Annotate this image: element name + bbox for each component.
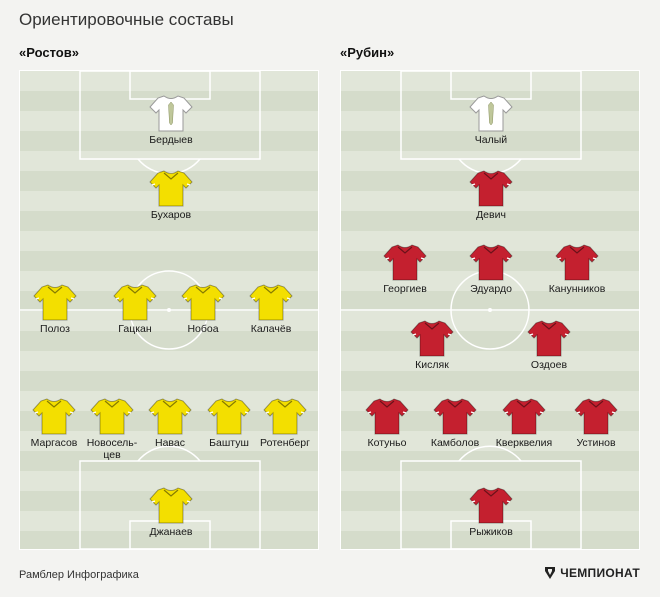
player-shirt-icon — [125, 396, 215, 436]
player-name: Кверквелия — [495, 437, 553, 449]
player: Устинов — [551, 396, 641, 449]
player: Оздоев — [504, 318, 594, 371]
player: Бухаров — [126, 168, 216, 221]
player-shirt-icon — [126, 168, 216, 208]
player-shirt-icon — [67, 396, 157, 436]
pitch-rubin: Чалый Девич Георгиев Эдуардо Канунников Кисля… — [340, 70, 640, 550]
player-shirt-icon — [504, 318, 594, 358]
player-name: Канунников — [548, 283, 606, 295]
player-name: Бердыев — [149, 134, 193, 146]
player-name: Бухаров — [150, 209, 192, 221]
player: Ротенберг — [240, 396, 330, 449]
player-name-continued: цев — [103, 449, 121, 461]
player-shirt-icon — [551, 396, 641, 436]
player-name: Девич — [476, 209, 506, 221]
player-shirt-icon — [9, 396, 99, 436]
player-name: Маргасов — [30, 437, 78, 449]
player: Маргасов — [9, 396, 99, 449]
player: Навас — [125, 396, 215, 449]
player: Полоз — [10, 282, 100, 335]
player-name: Кисляк — [415, 359, 449, 371]
player-shirt-icon — [446, 485, 536, 525]
player-name: Ротенберг — [260, 437, 310, 449]
player-name: Баштуш — [209, 437, 249, 449]
footer-credit: Рамблер Инфографика — [19, 569, 139, 581]
player: Девич — [446, 168, 536, 221]
player-name: Оздоев — [530, 359, 568, 371]
player: Котуньо — [342, 396, 432, 449]
player-shirt-icon — [226, 282, 316, 322]
brand-mark-icon — [545, 567, 556, 579]
player-name: Котуньо — [367, 437, 407, 449]
player-name: Гацкан — [118, 323, 152, 335]
player-shirt-icon — [532, 242, 622, 282]
pitch-rostov: Бердыев Бухаров Полоз Гацкан Нобоа Калачёв Мар… — [19, 70, 319, 550]
brand-name: ЧЕМПИОНАТ — [560, 566, 640, 580]
player-name: Нобоа — [187, 323, 219, 335]
player: Канунников — [532, 242, 622, 295]
player: Кверквелия — [479, 396, 569, 449]
player-shirt-icon — [240, 396, 330, 436]
player: Кисляк — [387, 318, 477, 371]
player-shirt-icon — [446, 168, 536, 208]
player: Новосель-цев — [67, 396, 157, 461]
player: Чалый — [446, 93, 536, 146]
player-shirt-icon — [342, 396, 432, 436]
player: Калачёв — [226, 282, 316, 335]
player-shirt-icon — [158, 282, 248, 322]
player-name: Камболов — [430, 437, 480, 449]
player-name: Чалый — [474, 134, 508, 146]
goalkeeper-shirt-icon — [126, 93, 216, 133]
player-name: Устинов — [576, 437, 616, 449]
player: Гацкан — [90, 282, 180, 335]
player: Камболов — [410, 396, 500, 449]
player-shirt-icon — [90, 282, 180, 322]
player-shirt-icon — [360, 242, 450, 282]
player: Джанаев — [126, 485, 216, 538]
player-shirt-icon — [126, 485, 216, 525]
player-shirt-icon — [10, 282, 100, 322]
player-shirt-icon — [184, 396, 274, 436]
player-name: Новосель- — [86, 437, 138, 449]
player: Эдуардо — [446, 242, 536, 295]
brand-logo: ЧЕМПИОНАТ — [544, 566, 640, 580]
player-shirt-icon — [410, 396, 500, 436]
player: Нобоа — [158, 282, 248, 335]
player: Бердыев — [126, 93, 216, 146]
page-title: Ориентировочные составы — [19, 10, 234, 29]
player-name: Навас — [155, 437, 185, 449]
player: Георгиев — [360, 242, 450, 295]
player-shirt-icon — [446, 242, 536, 282]
goalkeeper-shirt-icon — [446, 93, 536, 133]
player-name: Джанаев — [149, 526, 193, 538]
player-shirt-icon — [387, 318, 477, 358]
team-name-rubin: «Рубин» — [340, 45, 395, 60]
team-name-rostov: «Ростов» — [19, 45, 79, 60]
player-name: Георгиев — [383, 283, 427, 295]
player-shirt-icon — [479, 396, 569, 436]
player-name: Эдуардо — [470, 283, 512, 295]
player: Баштуш — [184, 396, 274, 449]
player-name: Рыжиков — [469, 526, 513, 538]
player-name: Полоз — [40, 323, 70, 335]
player-name: Калачёв — [250, 323, 292, 335]
player: Рыжиков — [446, 485, 536, 538]
